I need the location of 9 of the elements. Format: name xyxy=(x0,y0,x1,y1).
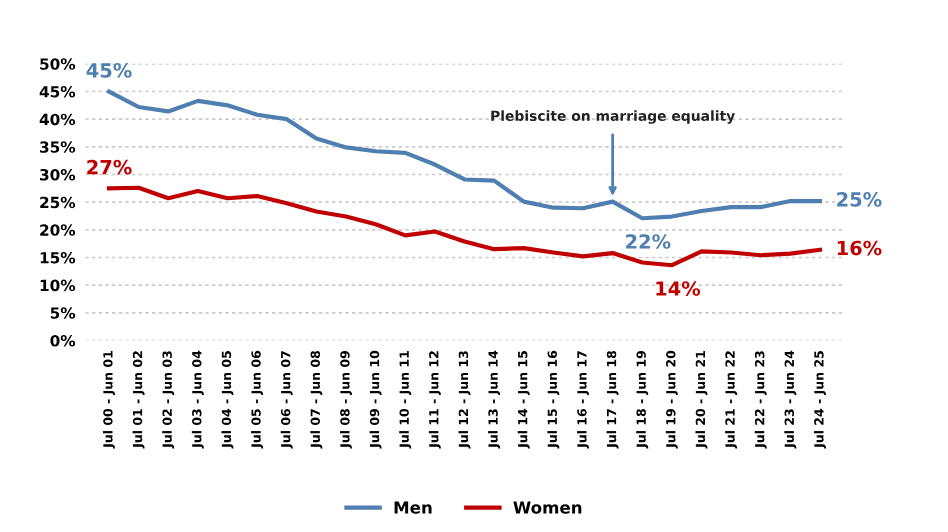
legend-label: Men xyxy=(394,501,432,514)
annotation: 45% xyxy=(86,62,132,78)
legend-label: Women xyxy=(513,501,582,514)
annotation: 25% xyxy=(837,191,882,207)
line-series xyxy=(106,185,823,268)
annotation: 27% xyxy=(87,159,132,175)
annotation: 14% xyxy=(656,281,701,296)
annotation: 22% xyxy=(626,234,671,249)
annotation: 16% xyxy=(837,240,882,256)
